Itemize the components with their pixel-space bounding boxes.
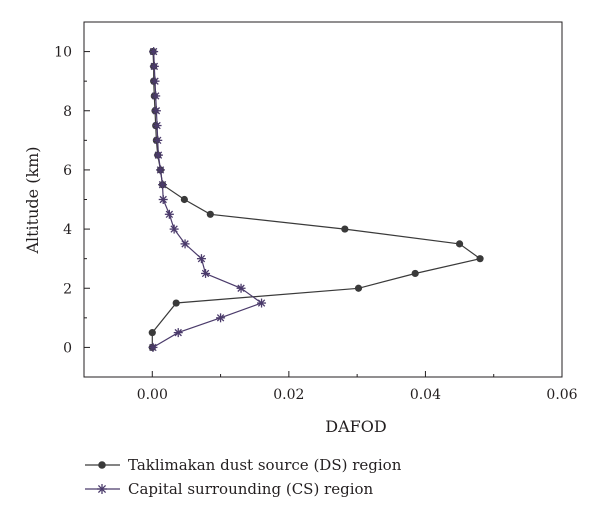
data-point-cs (153, 150, 163, 160)
data-point-cs (201, 268, 211, 278)
x-tick-label: 0.00 (137, 387, 168, 403)
y-axis-title: Altitude (km) (23, 146, 42, 254)
data-point-cs (196, 254, 206, 264)
data-point-cs-stroke (257, 299, 266, 307)
series-line-cs (152, 51, 263, 348)
x-axis-title: DAFOD (325, 417, 386, 436)
legend-entry-ds: Taklimakan dust source (DS) region (85, 456, 402, 474)
data-point-cs (173, 328, 183, 338)
data-point-cs-stroke (152, 107, 161, 115)
data-point-ds (206, 210, 214, 218)
data-point-cs-stroke (237, 284, 245, 292)
legend: Taklimakan dust source (DS) region Capit… (85, 456, 402, 498)
series-layer (148, 47, 484, 352)
data-point-cs-stroke (154, 136, 162, 145)
data-point-cs (149, 47, 159, 57)
x-axis: 0.00 0.02 0.04 0.06 (83, 371, 578, 403)
data-point-ds (148, 329, 156, 337)
legend-asterisk-stroke (97, 484, 107, 494)
data-point-cs-stroke (216, 314, 225, 322)
data-point-ds (411, 269, 419, 278)
data-point-cs (148, 342, 158, 352)
data-point-cs (155, 165, 165, 175)
data-point-cs-stroke (150, 62, 159, 71)
data-point-cs-stroke (153, 121, 161, 130)
data-point-cs (180, 239, 190, 249)
legend-label-cs: Capital surrounding (CS) region (128, 480, 374, 498)
legend-marker-cs (97, 484, 107, 494)
data-point-cs (257, 298, 267, 308)
data-point-cs-stroke (152, 92, 160, 100)
data-point-cs (152, 121, 162, 131)
data-point-cs (151, 91, 161, 101)
data-point-cs-stroke (149, 343, 157, 352)
y-tick-label: 10 (54, 45, 72, 61)
y-tick-label: 2 (63, 281, 72, 297)
data-point-cs (158, 195, 168, 204)
series-line-ds (151, 51, 482, 348)
y-tick-label: 0 (63, 340, 72, 356)
data-point-cs-stroke (151, 77, 159, 85)
data-point-cs-stroke (156, 166, 165, 174)
legend-marker-ds (98, 461, 106, 469)
y-tick-label: 4 (63, 222, 72, 238)
x-tick-label: 0.04 (410, 387, 441, 403)
y-tick-label: 8 (63, 104, 72, 120)
plot-frame (83, 21, 563, 378)
data-point-cs (164, 209, 174, 219)
data-point-cs (236, 283, 246, 293)
data-point-cs-stroke (158, 181, 167, 189)
legend-label-ds: Taklimakan dust source (DS) region (128, 456, 402, 474)
data-point-cs (149, 61, 159, 71)
data-point-cs-stroke (181, 240, 189, 248)
data-point-cs-stroke (154, 151, 163, 159)
data-point-cs (158, 180, 168, 190)
y-tick-label: 6 (63, 163, 72, 179)
legend-entry-cs: Capital surrounding (CS) region (85, 480, 374, 498)
data-point-ds (341, 225, 349, 233)
data-point-cs-stroke (170, 225, 178, 233)
legend-asterisk (97, 484, 107, 494)
data-point-cs-stroke (149, 47, 158, 56)
x-tick-label: 0.02 (273, 387, 304, 403)
data-point-ds (172, 299, 180, 307)
y-axis: 0 2 4 6 8 10 (54, 21, 90, 378)
data-point-cs (169, 224, 179, 234)
data-point-cs (153, 135, 163, 145)
x-tick-label: 0.06 (546, 387, 577, 403)
data-point-ds (180, 195, 188, 204)
data-point-cs-stroke (201, 269, 210, 278)
data-point-cs (216, 313, 226, 323)
data-point-cs-stroke (174, 328, 182, 337)
data-point-cs-stroke (197, 254, 206, 263)
data-point-ds (476, 255, 484, 263)
data-point-cs (151, 106, 161, 116)
data-point-cs (150, 76, 160, 86)
data-point-cs-stroke (165, 210, 174, 218)
data-point-ds (455, 240, 464, 248)
data-point-cs-stroke (159, 195, 167, 204)
data-point-ds (354, 284, 363, 292)
